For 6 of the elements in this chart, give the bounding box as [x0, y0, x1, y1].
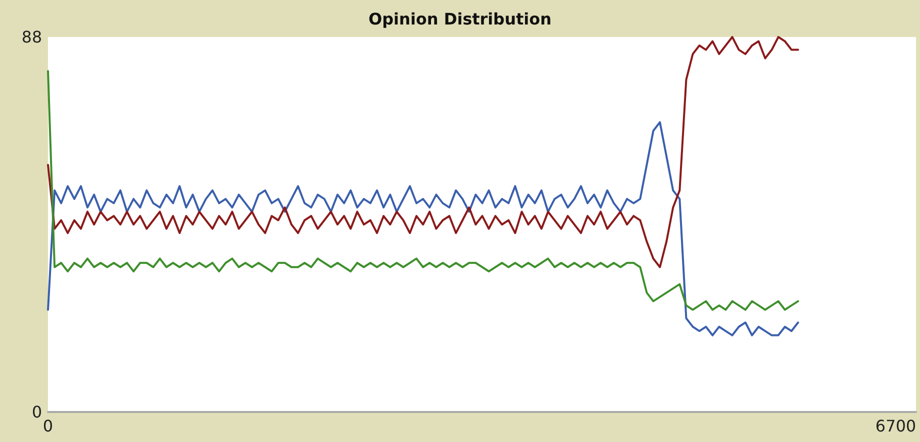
y-tick-label: 88 — [22, 28, 42, 46]
chart-title: Opinion Distribution — [368, 10, 552, 28]
line-series — [47, 70, 800, 311]
line-series — [47, 121, 800, 336]
line-series — [47, 36, 800, 268]
x-tick-label: 6700 — [875, 416, 916, 436]
